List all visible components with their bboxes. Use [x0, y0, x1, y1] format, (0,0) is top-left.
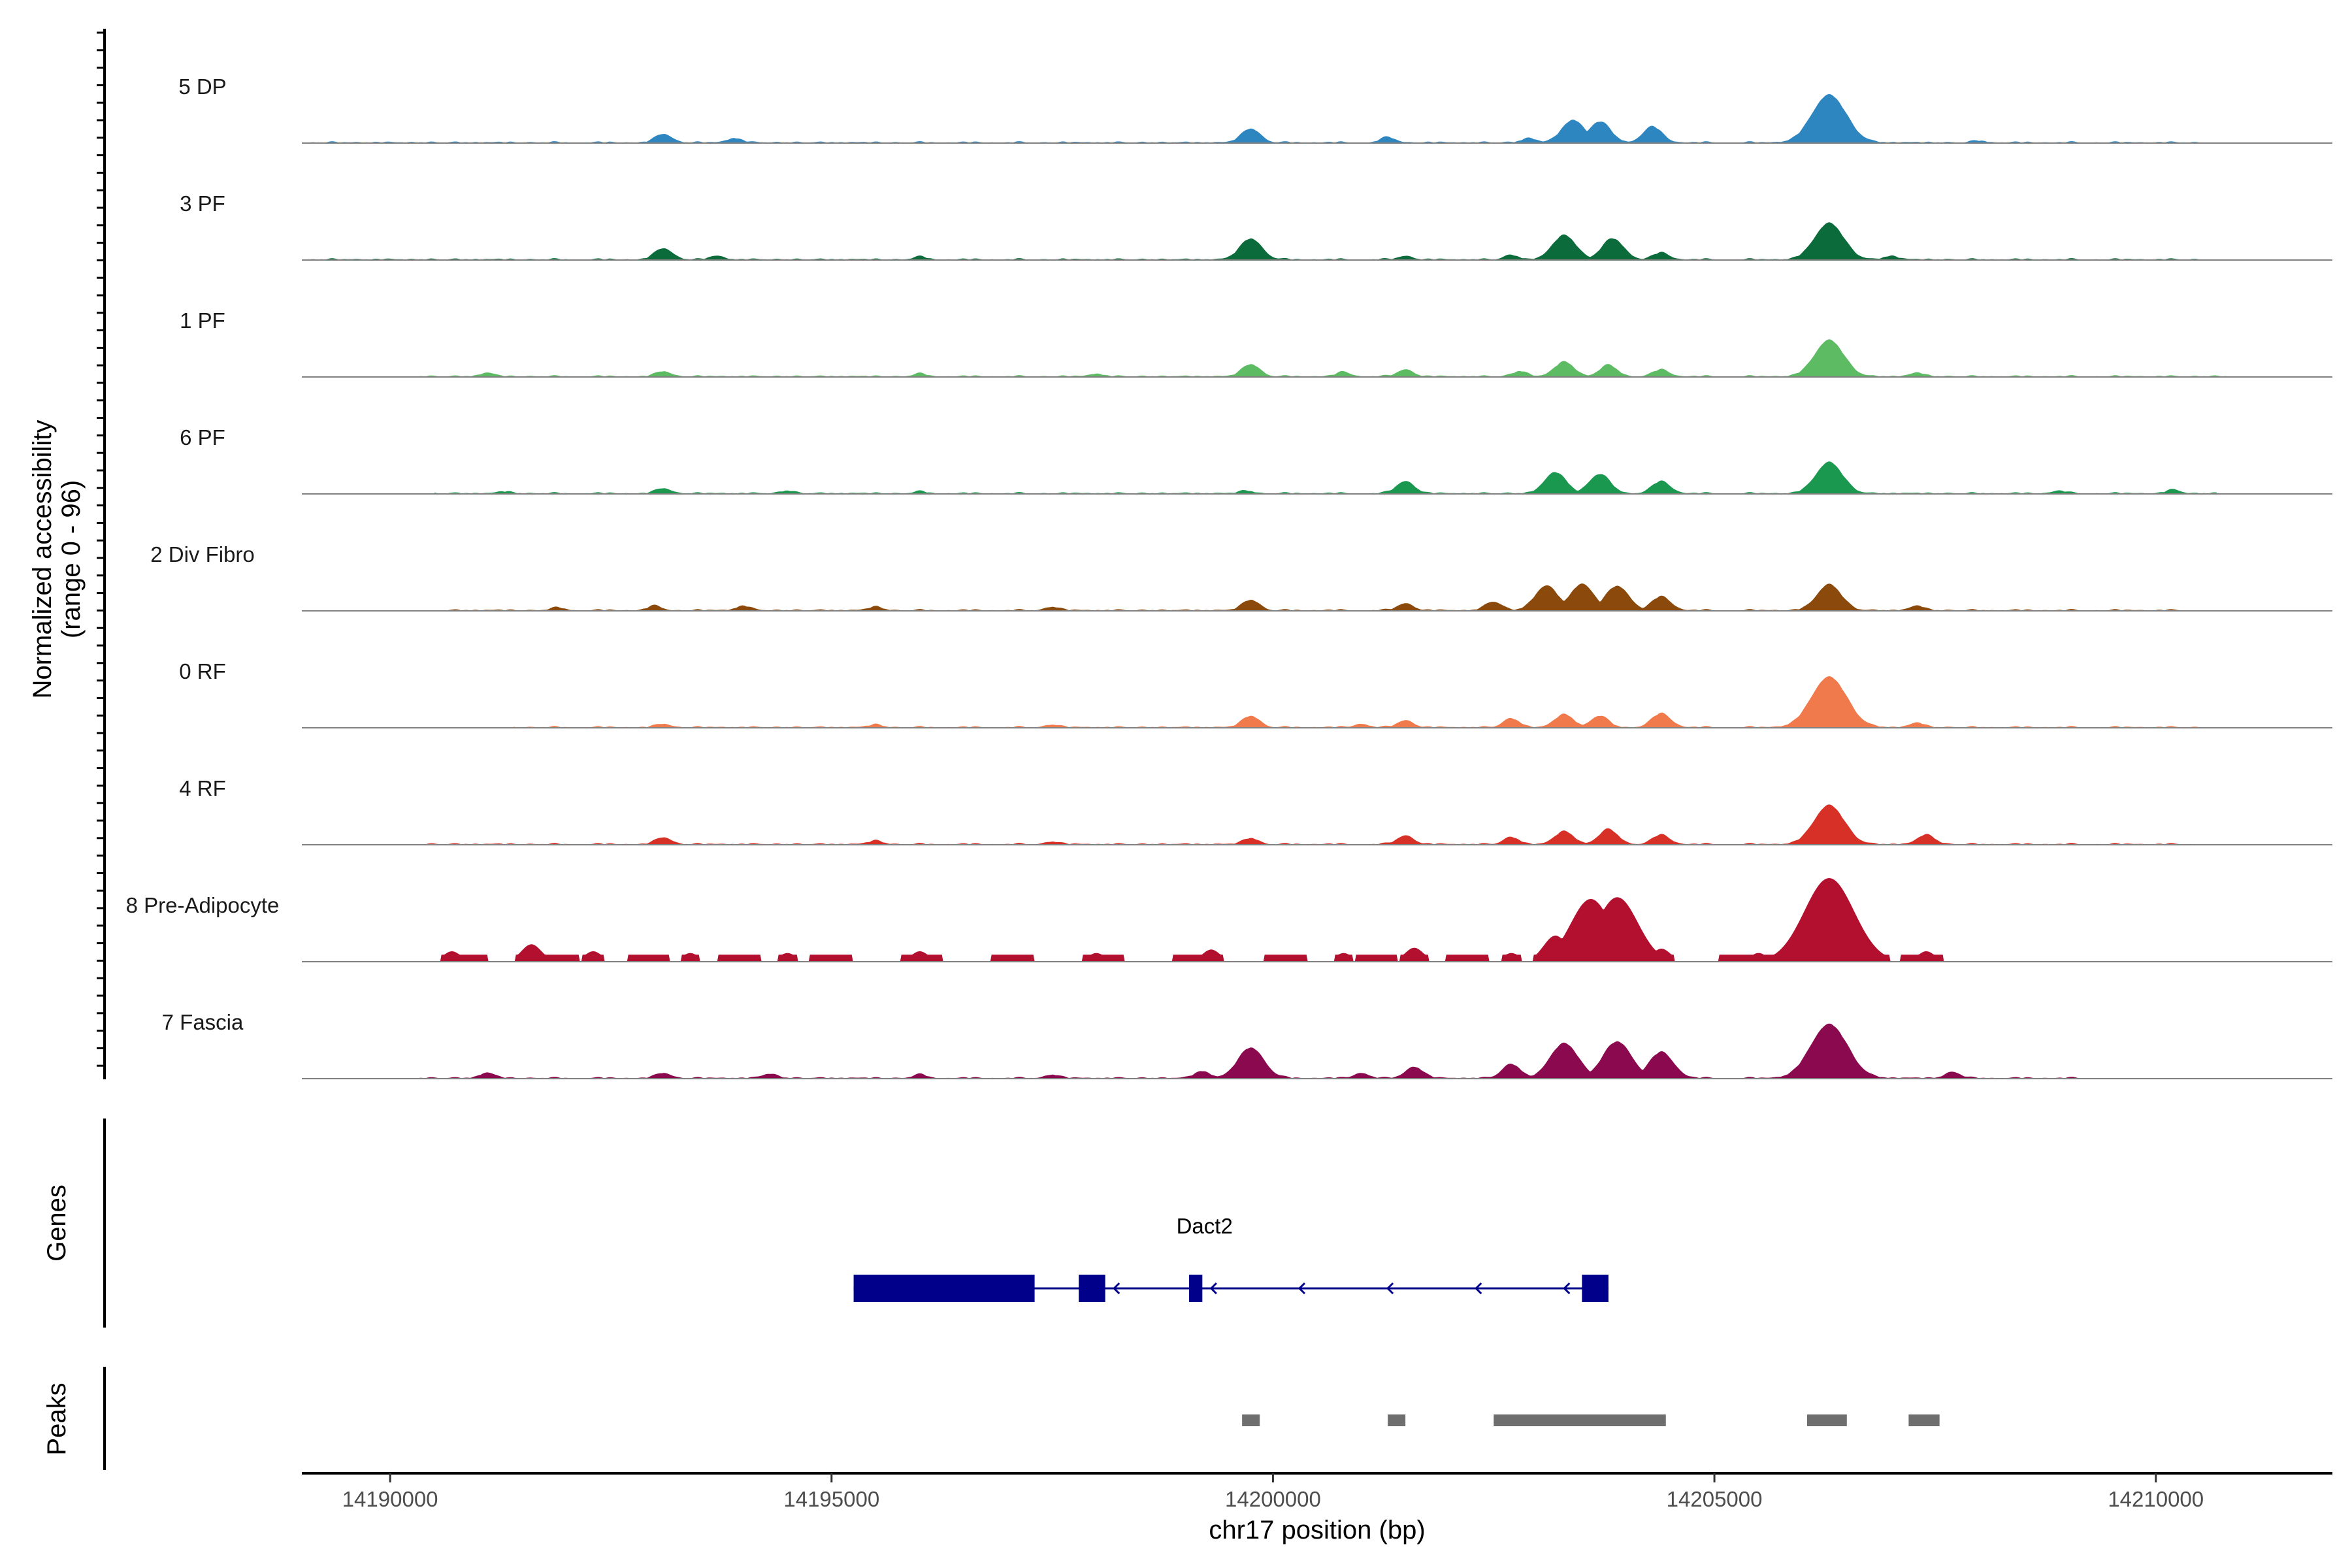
- x-tick-label: 14200000: [1225, 1487, 1321, 1511]
- peaks-axis-title: Peaks: [42, 1382, 71, 1455]
- y-axis-title-line1: Normalized accessibility: [28, 420, 57, 699]
- track-label: 1 PF: [180, 308, 225, 333]
- peak-regions: [1242, 1414, 1940, 1426]
- x-tick-label: 14190000: [342, 1487, 438, 1511]
- gene-exon: [1079, 1275, 1105, 1302]
- strand-arrow: [1209, 1282, 1217, 1295]
- coverage-area: [416, 339, 2227, 377]
- peak-region: [1242, 1414, 1260, 1426]
- track-2-div-fibro: 2 Div Fibro: [150, 542, 2332, 612]
- x-axis-ticks: 14190000 14195000 14200000 14205000 14210000: [342, 1473, 2204, 1511]
- track-1-pf: 1 PF: [180, 308, 2332, 378]
- track-label: 8 Pre-Adipocyte: [126, 893, 280, 917]
- gene-exon: [1189, 1275, 1203, 1302]
- gene-exon: [853, 1275, 1035, 1302]
- track-label: 6 PF: [180, 425, 225, 449]
- track-label: 3 PF: [180, 191, 225, 216]
- peak-region: [1908, 1414, 1940, 1426]
- genes-axis-title: Genes: [42, 1184, 71, 1262]
- x-tick-label: 14195000: [783, 1487, 879, 1511]
- coverage-y-axis: [97, 29, 106, 1079]
- y-axis-title-line2: (range 0 - 96): [57, 480, 86, 638]
- coverage-area: [425, 804, 2191, 845]
- track-7-fascia: 7 Fascia: [162, 1010, 2332, 1079]
- coverage-area: [416, 1023, 2095, 1079]
- coverage-area: [443, 583, 2183, 611]
- track-label: 5 DP: [178, 74, 226, 99]
- track-8-pre-adipocyte: 8 Pre-Adipocyte: [126, 878, 2332, 962]
- coverage-area: [302, 222, 2200, 260]
- gene-exon: [1582, 1275, 1609, 1302]
- coverage-area: [434, 461, 2218, 494]
- strand-arrow: [1386, 1282, 1394, 1295]
- coverage-area: [416, 878, 1944, 962]
- peak-region: [1806, 1414, 1847, 1426]
- track-label: 7 Fascia: [162, 1010, 244, 1034]
- peak-region: [1494, 1414, 1666, 1426]
- strand-arrow: [1563, 1282, 1571, 1295]
- track-5-dp: 5 DP: [178, 74, 2332, 144]
- track-label: 0 RF: [179, 659, 226, 683]
- x-axis-title: chr17 position (bp): [1209, 1516, 1425, 1544]
- gene-model: [853, 1275, 1609, 1302]
- x-tick-label: 14210000: [2108, 1487, 2204, 1511]
- track-6-pf: 6 PF: [180, 425, 2332, 495]
- peak-region: [1388, 1414, 1406, 1426]
- strand-arrow: [1298, 1282, 1306, 1295]
- coverage-area: [514, 676, 2200, 728]
- strand-arrow: [1113, 1282, 1120, 1295]
- coverage-tracks: 5 DP 3 PF 1 PF 6 PF 2 Div Fibro 0 RF 4 RF 8 Pre…: [126, 74, 2332, 1079]
- track-3-pf: 3 PF: [180, 191, 2332, 261]
- track-label: 2 Div Fibro: [150, 542, 255, 566]
- track-4-rf: 4 RF: [179, 776, 2332, 845]
- track-label: 4 RF: [179, 776, 226, 800]
- x-tick-label: 14205000: [1667, 1487, 1763, 1511]
- strand-arrow: [1475, 1282, 1482, 1295]
- coverage-area: [302, 94, 2200, 143]
- gene-name-label: Dact2: [1177, 1214, 1233, 1238]
- track-0-rf: 0 RF: [179, 659, 2332, 728]
